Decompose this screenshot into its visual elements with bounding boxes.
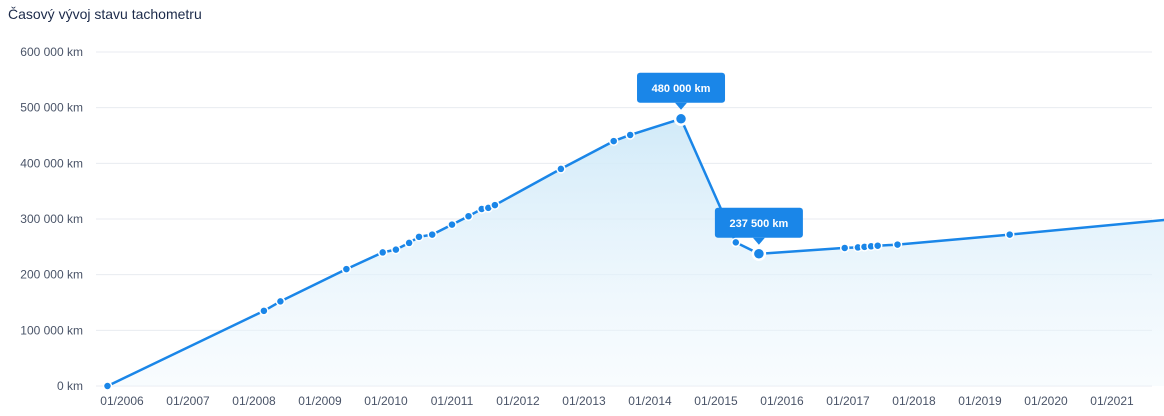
tooltip-box (637, 72, 726, 103)
y-tick-label: 400 000 km (20, 156, 83, 170)
x-tick-label: 01/2014 (628, 394, 672, 408)
data-point (427, 229, 437, 240)
x-tick-label: 01/2010 (364, 394, 408, 408)
y-tick-label: 600 000 km (20, 45, 83, 59)
data-point (1004, 229, 1015, 240)
x-tick-label: 01/2021 (1090, 394, 1134, 408)
data-point (556, 164, 566, 174)
data-point (839, 243, 850, 253)
x-tick-label: 01/2008 (232, 394, 276, 408)
tooltip-box (714, 207, 803, 238)
x-axis: 01/2006 01/2007 01/2008 01/2009 01/2010 01/20… (100, 394, 1134, 408)
x-tick-label: 01/2007 (166, 394, 210, 408)
data-point (892, 239, 903, 250)
data-point (404, 238, 414, 248)
data-point (625, 130, 635, 140)
annotations: 480 000 km 237 500 km (637, 72, 803, 245)
value-tooltip: 480 000 km (637, 72, 726, 110)
x-tick-label: 01/2020 (1024, 394, 1068, 408)
y-tick-label: 300 000 km (20, 212, 83, 226)
tooltip-pointer (675, 102, 688, 110)
data-point (102, 381, 113, 391)
data-point (275, 296, 286, 307)
data-point (751, 246, 767, 262)
data-point (377, 247, 388, 258)
chart-title: Časový vývoj stavu tachometru (8, 6, 202, 22)
y-tick-label: 200 000 km (20, 268, 83, 282)
x-tick-label: 01/2019 (958, 394, 1002, 408)
data-point (391, 244, 401, 255)
x-tick-label: 01/2016 (760, 394, 804, 408)
data-point (490, 200, 500, 210)
area-fill (107, 118, 1164, 386)
data-point (872, 240, 883, 251)
x-tick-label: 01/2011 (431, 394, 474, 408)
tooltip-label: 237 500 km (730, 218, 789, 230)
tooltip-label: 480 000 km (652, 83, 711, 95)
x-tick-label: 01/2012 (496, 394, 540, 408)
data-point (414, 232, 424, 242)
x-tick-label: 01/2018 (892, 394, 936, 408)
data-point (447, 219, 457, 230)
data-point (673, 111, 689, 127)
data-point (731, 237, 741, 248)
y-tick-label: 500 000 km (20, 101, 83, 115)
data-point (259, 306, 269, 316)
data-points (102, 111, 1015, 391)
data-point (463, 211, 474, 221)
value-tooltip: 237 500 km (714, 207, 803, 245)
data-point (608, 136, 619, 146)
x-tick-label: 01/2009 (298, 394, 342, 408)
tooltip-pointer (752, 237, 765, 245)
x-tick-label: 01/2013 (562, 394, 606, 408)
x-tick-label: 01/2017 (826, 394, 870, 408)
y-axis: 0 km 100 000 km 200 000 km 300 000 km 400 00… (20, 45, 83, 393)
x-tick-label: 01/2015 (694, 394, 738, 408)
data-point (341, 264, 352, 274)
x-tick-label: 01/2006 (100, 394, 144, 408)
y-tick-label: 0 km (57, 379, 83, 393)
y-tick-label: 100 000 km (20, 323, 83, 337)
